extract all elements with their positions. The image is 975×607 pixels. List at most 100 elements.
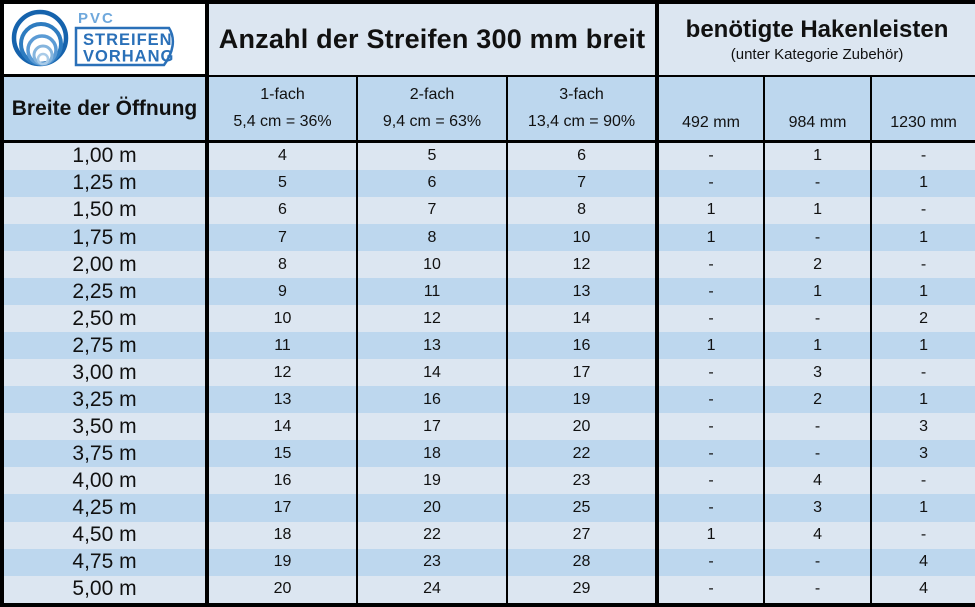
cell-value: -	[657, 440, 766, 468]
cell-value: 6	[207, 196, 358, 225]
cell-value: -	[657, 169, 766, 197]
cell-value: -	[657, 141, 766, 170]
cell-value: -	[920, 147, 927, 165]
cell-value: 3	[919, 444, 928, 462]
cell-value: 17	[507, 359, 660, 387]
cell-value: 19	[357, 467, 508, 495]
table-row: 3,25 m 13 16 19-2 1	[2, 386, 975, 414]
cell-value: 19	[207, 548, 358, 576]
cell-value: 28	[507, 548, 660, 576]
cell-value: 13	[357, 332, 508, 360]
column-header-breite: Breite der Öffnung	[2, 75, 209, 143]
cell-value: -	[657, 305, 766, 333]
row-breite-label: 1,00 m	[2, 141, 209, 170]
cell-value: 1	[919, 390, 928, 408]
cell-value: 4	[919, 580, 928, 598]
cell-value: 8	[207, 251, 358, 279]
cell-value: 11	[207, 332, 358, 360]
table-head-section: PVC STREIFEN VORHANG Anzahl der Streifen…	[2, 2, 975, 143]
fach-name: 1-fach	[260, 85, 305, 103]
cell-value: 27	[507, 521, 660, 549]
column-header-2fach: 2-fach 9,4 cm = 63%	[357, 75, 508, 143]
cell-value: -	[920, 363, 927, 381]
cell-value: 10	[207, 305, 358, 333]
cell-value: 16	[357, 386, 508, 414]
cell-value: 6	[507, 141, 660, 170]
cell-value: 10	[507, 224, 660, 252]
cell-value: -	[657, 575, 766, 605]
cell-value: 4	[764, 521, 873, 549]
row-breite-label: 2,75 m	[2, 332, 209, 360]
column-header-1fach: 1-fach 5,4 cm = 36%	[207, 75, 358, 143]
fach-name: 2-fach	[409, 85, 455, 103]
row-breite-label: 3,25 m	[2, 386, 209, 414]
table-row: 2,50 m 10 12 14- -2	[2, 305, 975, 333]
cell-value: 24	[357, 575, 508, 605]
fach-detail: 13,4 cm = 90%	[527, 112, 636, 130]
cell-value: 2	[764, 386, 873, 414]
cell-value: 1	[657, 224, 766, 252]
table-row: 4,75 m 19 23 28- -4	[2, 548, 975, 576]
table-row: 5,00 m 20 24 29- -4	[2, 575, 975, 605]
hakenleisten-title: benötigte Hakenleisten	[685, 16, 949, 44]
cell-value: 14	[357, 359, 508, 387]
cell-value: 29	[507, 575, 660, 605]
cell-value: 8	[357, 224, 508, 252]
table-row: 2,25 m 9 11 13-1 1	[2, 278, 975, 306]
table-row: 1,75 m 7 8 10 1-1	[2, 224, 975, 252]
column-header-984mm: 984 mm	[764, 75, 873, 143]
cell-value: 4	[919, 553, 928, 571]
table-row: 3,00 m 12 14 17-3-	[2, 359, 975, 387]
cell-value: -	[764, 440, 873, 468]
cell-value: 1	[657, 521, 766, 549]
logo: PVC STREIFEN VORHANG	[4, 4, 203, 73]
cell-value: -	[920, 526, 927, 544]
hakenleisten-header-cell: benötigte Hakenleisten (unter Kategorie …	[657, 2, 975, 77]
cell-value: 1	[764, 332, 873, 360]
logo-vorhang-text: VORHANG	[83, 48, 174, 66]
cell-value: 8	[507, 196, 660, 225]
row-breite-label: 3,00 m	[2, 359, 209, 387]
table-row: 4,25 m 17 20 25-3 1	[2, 494, 975, 522]
table-row: 2,75 m 11 13 16 1 1 1	[2, 332, 975, 360]
cell-value: 1	[657, 196, 766, 225]
cell-value: 1	[764, 278, 873, 306]
cell-value: 20	[507, 413, 660, 441]
cell-value: -	[764, 169, 873, 197]
cell-value: 13	[207, 386, 358, 414]
cell-value: 13	[507, 278, 660, 306]
table-row: 4,50 m 18 22 27 1 4 -	[2, 521, 975, 549]
cell-value: 12	[357, 305, 508, 333]
cell-value: -	[920, 255, 927, 273]
table-row: 3,75 m 15 18 22- -3	[2, 440, 975, 468]
cell-value: 1	[919, 174, 928, 192]
cell-value: 22	[357, 521, 508, 549]
row-breite-label: 2,25 m	[2, 278, 209, 306]
cell-value: 7	[507, 169, 660, 197]
cell-value: -	[920, 201, 927, 219]
cell-value: 15	[207, 440, 358, 468]
table-row: 2,00 m 8 10 12-2-	[2, 251, 975, 279]
table-body: 1,00 m 4 5 6-1-1,25 m 5 6 7- -1 1,50 m 6 7 8 1 1-1,75…	[2, 141, 975, 605]
column-header-492mm: 492 mm	[657, 75, 766, 143]
fach-detail: 5,4 cm = 36%	[233, 112, 332, 130]
cell-value: 18	[357, 440, 508, 468]
table-row: 4,00 m 16 19 23-4-	[2, 467, 975, 495]
top-header-row: PVC STREIFEN VORHANG Anzahl der Streifen…	[2, 2, 975, 78]
column-header-3fach: 3-fach 13,4 cm = 90%	[507, 75, 660, 143]
cell-value: 4	[207, 141, 358, 170]
cell-value: 16	[507, 332, 660, 360]
cell-value: 1	[657, 332, 766, 360]
cell-value: -	[657, 494, 766, 522]
cell-value: -	[764, 548, 873, 576]
cell-value: 3	[764, 359, 873, 387]
cell-value: -	[657, 467, 766, 495]
cell-value: 1	[919, 336, 928, 354]
column-header-row: Breite der Öffnung 1-fach 5,4 cm = 36% 2…	[2, 75, 975, 143]
cell-value: -	[764, 413, 873, 441]
cell-value: -	[657, 359, 766, 387]
row-breite-label: 4,50 m	[2, 521, 209, 549]
